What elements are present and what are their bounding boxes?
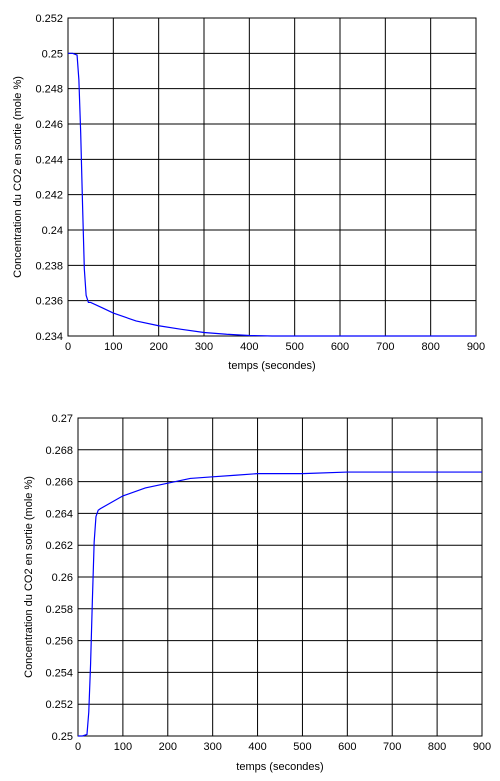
y-tick-label: 0.256 [45,636,73,648]
x-tick-label: 200 [159,741,177,753]
x-tick-label: 900 [467,341,485,353]
ticks-2: 0 100 200 300 400 500 600 700 800 900 0.25 0.252 0.2… [45,413,491,753]
y-tick-label: 0.26 [52,572,73,584]
y-tick-label: 0.25 [52,731,73,743]
x-tick-label: 100 [114,741,132,753]
x-tick-label: 700 [383,741,401,753]
x-tick-label: 300 [203,741,221,753]
x-tick-label: 600 [331,341,349,353]
x-tick-label: 600 [338,741,356,753]
chart-1: 0 100 200 300 400 500 600 700 800 900 0.234 0.236 0.… [12,13,485,372]
x-axis-label-1: temps (secondes) [228,360,315,372]
x-tick-label: 100 [104,341,122,353]
x-tick-label: 0 [75,741,81,753]
x-tick-label: 200 [149,341,167,353]
y-tick-label: 0.236 [35,296,63,308]
y-tick-label: 0.264 [45,508,73,520]
y-tick-label: 0.24 [42,225,63,237]
chart-2: 0 100 200 300 400 500 600 700 800 900 0.25 0.252 0.2… [23,413,491,773]
y-tick-label: 0.262 [45,540,73,552]
x-tick-label: 700 [376,341,394,353]
x-tick-label: 800 [421,341,439,353]
y-axis-label-2: Concentration du CO2 en sortie (mole %) [23,476,35,678]
y-tick-label: 0.258 [45,604,73,616]
x-tick-label: 0 [65,341,71,353]
x-tick-label: 500 [285,341,303,353]
y-axis-label-1: Concentration du CO2 en sortie (mole %) [12,76,24,278]
y-tick-label: 0.244 [35,154,63,166]
series-line [78,471,482,737]
plot-area-1 [67,17,477,337]
y-tick-label: 0.266 [45,477,73,489]
y-tick-label: 0.238 [35,260,63,272]
x-tick-label: 400 [248,741,266,753]
grid-2 [77,417,483,737]
y-tick-label: 0.246 [35,119,63,131]
y-tick-label: 0.27 [52,413,73,425]
y-tick-label: 0.25 [42,48,63,60]
y-tick-label: 0.252 [45,699,73,711]
y-tick-label: 0.242 [35,190,63,202]
y-tick-label: 0.268 [45,445,73,457]
series-2 [78,471,482,737]
x-tick-label: 400 [240,341,258,353]
ticks-1: 0 100 200 300 400 500 600 700 800 900 0.234 0.236 0.… [35,13,485,353]
series-line [68,52,476,337]
y-tick-label: 0.252 [35,13,63,25]
x-axis-label-2: temps (secondes) [236,761,323,773]
x-tick-label: 500 [293,741,311,753]
x-tick-label: 800 [428,741,446,753]
x-tick-label: 300 [195,341,213,353]
y-tick-label: 0.254 [45,667,73,679]
y-tick-label: 0.248 [35,84,63,96]
series-1 [68,52,476,337]
grid-1 [67,17,477,337]
y-tick-label: 0.234 [35,331,63,343]
x-tick-label: 900 [473,741,491,753]
